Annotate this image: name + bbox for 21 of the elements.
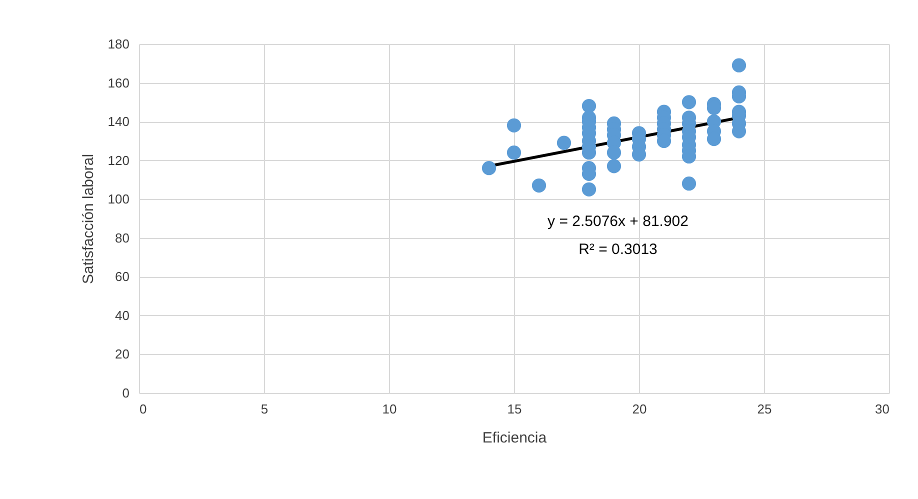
- x-tick-label: 20: [632, 402, 647, 416]
- y-axis-title: Satisfacción laboral: [80, 154, 97, 284]
- x-tick-label: 0: [140, 402, 147, 416]
- y-tick-label: 40: [115, 308, 130, 323]
- y-tick-label: 160: [108, 75, 130, 90]
- annotation: y = 2.5076x + 81.902: [548, 213, 688, 230]
- annotation: R² = 0.3013: [578, 241, 658, 258]
- y-tick-label: 0: [122, 386, 130, 400]
- y-tick-label: 100: [108, 192, 130, 207]
- x-axis-title: Eficiencia: [482, 430, 548, 446]
- x-tick-label: 10: [382, 402, 397, 416]
- x-tick-label: 25: [757, 402, 772, 416]
- y-tick-label: 60: [115, 269, 130, 284]
- y-tick-label: 140: [108, 114, 130, 130]
- x-tick-label: 5: [260, 402, 268, 416]
- y-tick-label: 20: [115, 346, 130, 362]
- y-tick-label: 180: [108, 36, 130, 52]
- x-tick-label: 15: [507, 402, 522, 416]
- x-tick-label: 30: [875, 402, 890, 416]
- y-tick-label: 120: [108, 152, 130, 168]
- y-tick-label: 80: [115, 230, 130, 246]
